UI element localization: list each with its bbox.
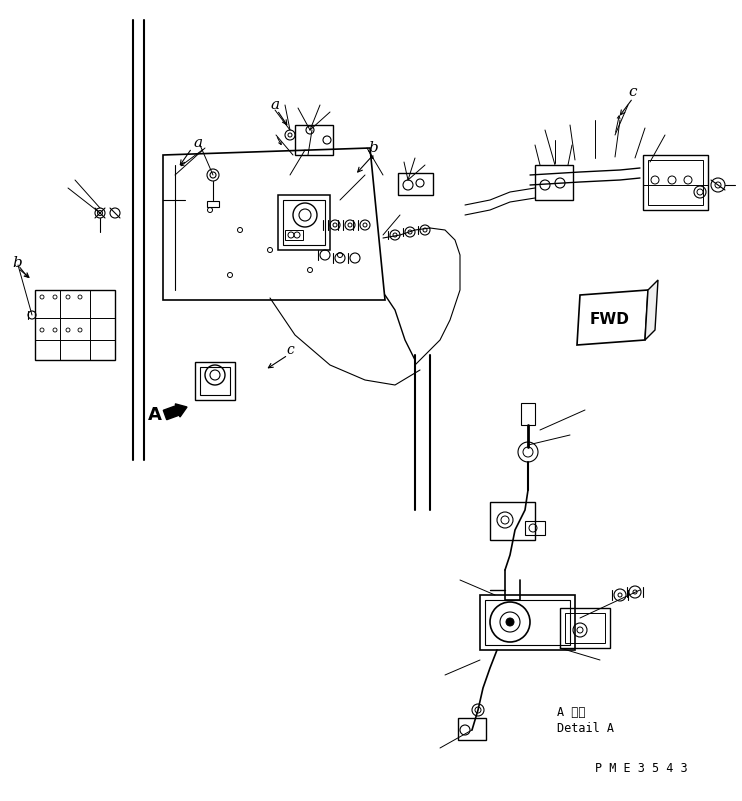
Text: b: b xyxy=(12,256,22,270)
Text: a: a xyxy=(270,98,279,112)
Circle shape xyxy=(506,618,514,626)
Bar xyxy=(285,230,303,240)
Text: A 詳細: A 詳細 xyxy=(557,706,585,719)
Bar xyxy=(195,362,235,400)
Bar xyxy=(521,403,535,425)
Text: Detail A: Detail A xyxy=(557,722,614,735)
Bar xyxy=(295,125,333,155)
Text: P M E 3 5 4 3: P M E 3 5 4 3 xyxy=(595,762,688,775)
Text: c: c xyxy=(286,343,294,357)
Bar xyxy=(535,165,573,200)
Bar xyxy=(207,201,219,207)
Text: A: A xyxy=(148,406,162,424)
Bar xyxy=(200,367,230,395)
Bar xyxy=(643,155,708,210)
Text: c: c xyxy=(628,85,637,99)
Text: b: b xyxy=(368,141,378,155)
FancyArrow shape xyxy=(163,404,187,420)
Bar xyxy=(565,613,605,643)
Bar xyxy=(480,595,575,650)
Bar xyxy=(398,173,433,195)
Polygon shape xyxy=(577,290,648,345)
Text: FWD: FWD xyxy=(590,312,630,328)
Bar xyxy=(458,718,486,740)
Bar xyxy=(283,200,325,245)
Bar xyxy=(525,521,545,535)
Bar xyxy=(648,160,703,205)
Bar xyxy=(560,608,610,648)
Polygon shape xyxy=(645,280,658,340)
Bar xyxy=(485,600,570,645)
Bar xyxy=(35,290,115,360)
Bar xyxy=(278,195,330,250)
Bar xyxy=(490,502,535,540)
Text: a: a xyxy=(193,136,202,150)
